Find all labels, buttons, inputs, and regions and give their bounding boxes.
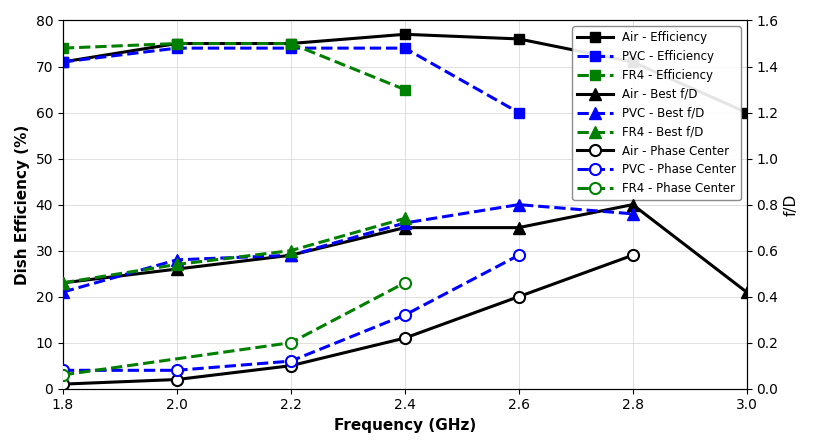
X-axis label: Frequency (GHz): Frequency (GHz) [334,418,476,433]
Y-axis label: f/D: f/D [784,194,799,216]
Y-axis label: Dish Efficiency (%): Dish Efficiency (%) [15,125,30,285]
Legend: Air - Efficiency, PVC - Efficiency, FR4 - Efficiency, Air - Best f/D, PVC - Best: Air - Efficiency, PVC - Efficiency, FR4 … [572,26,741,200]
